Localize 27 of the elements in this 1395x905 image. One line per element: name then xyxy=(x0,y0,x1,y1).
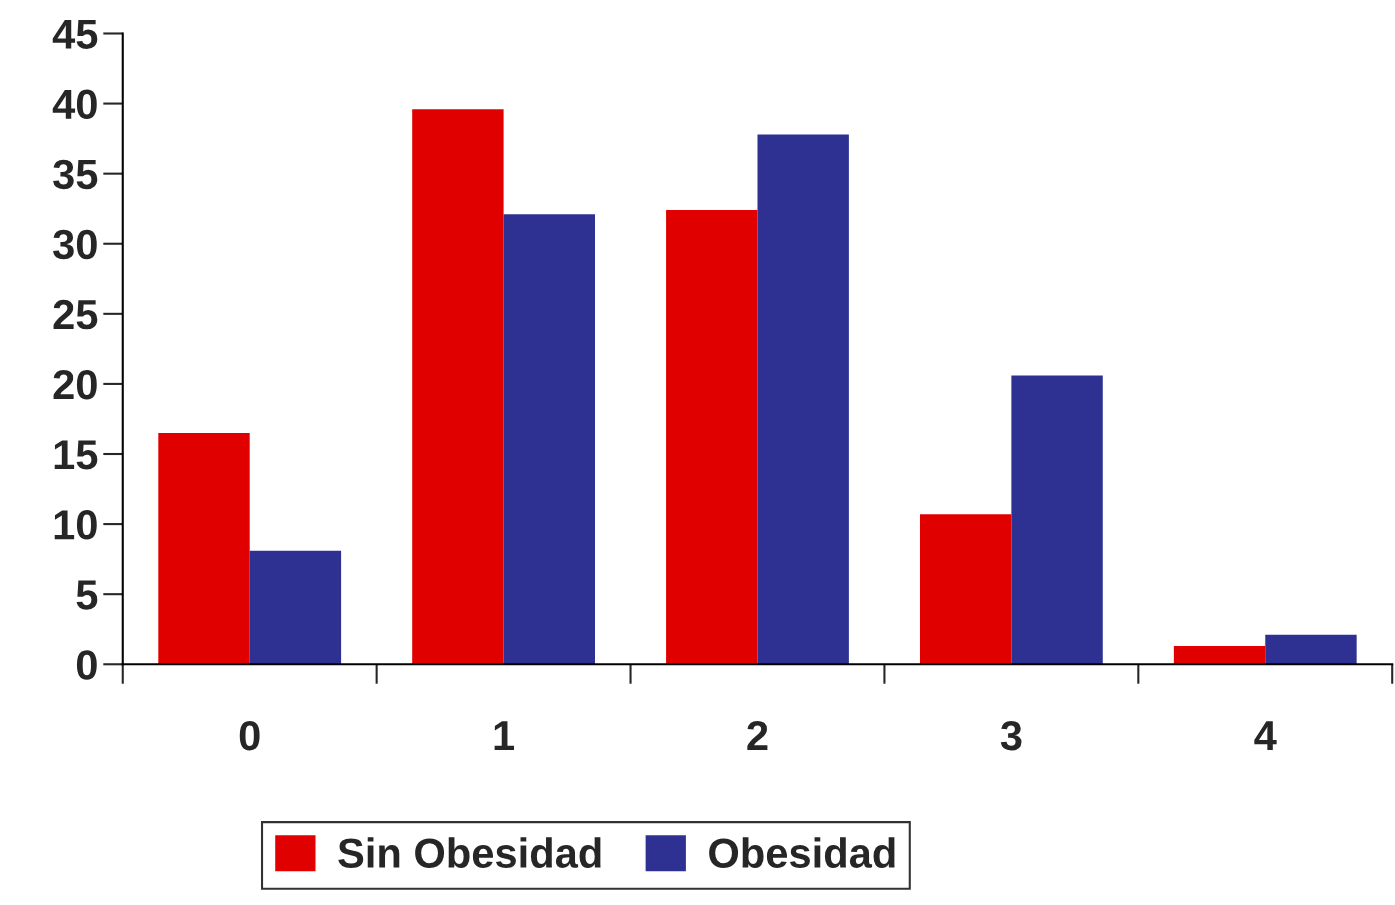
bar xyxy=(1011,375,1103,665)
y-tick-label: 25 xyxy=(53,299,98,330)
y-tick-label: 5 xyxy=(76,580,98,610)
y-tick-label: 20 xyxy=(53,369,97,400)
y-tick-label: 15 xyxy=(54,440,98,470)
x-tick-label: 3 xyxy=(1000,720,1022,751)
x-tick-label: 1 xyxy=(494,721,515,751)
y-tick-label: 10 xyxy=(54,510,97,540)
x-tick-label: 4 xyxy=(1254,721,1277,751)
bar xyxy=(503,214,595,665)
y-tick-label: 35 xyxy=(53,159,98,190)
bar xyxy=(158,432,250,665)
bar xyxy=(1265,634,1357,665)
legend-label: Sin Obesidad xyxy=(338,837,601,868)
bar xyxy=(757,134,849,665)
bar xyxy=(919,514,1012,665)
legend-label: Obesidad xyxy=(709,837,895,868)
y-tick-label: 30 xyxy=(53,229,97,260)
y-tick-label: 40 xyxy=(52,89,97,120)
bar xyxy=(412,109,504,665)
y-tick-label: 0 xyxy=(76,650,97,680)
x-tick-label: 2 xyxy=(747,720,768,751)
bar xyxy=(1173,646,1266,665)
x-tick-label: 0 xyxy=(239,720,260,751)
y-tick-label: 45 xyxy=(52,19,98,49)
bar xyxy=(249,550,342,665)
bar xyxy=(666,210,758,665)
